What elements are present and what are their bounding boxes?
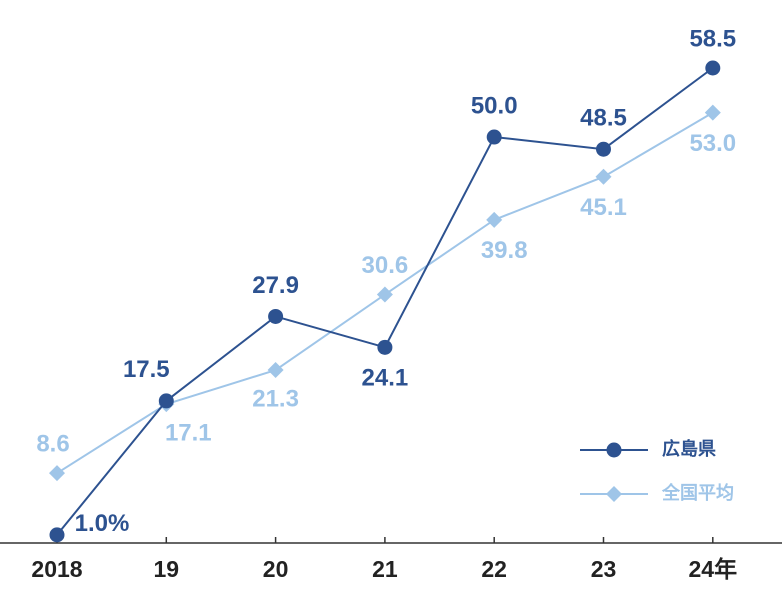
legend-label: 広島県 — [662, 438, 716, 459]
point — [595, 168, 612, 185]
data-label: 27.9 — [252, 272, 299, 299]
x-tick-label: 20 — [263, 556, 289, 582]
point — [376, 286, 393, 303]
data-label: 17.5 — [123, 356, 170, 383]
x-tick-label: 19 — [154, 556, 180, 582]
point — [267, 362, 284, 379]
legend-label: 全国平均 — [661, 482, 734, 503]
x-tick-label: 23 — [591, 556, 617, 582]
point — [377, 339, 393, 355]
point — [268, 308, 284, 324]
point — [486, 129, 502, 145]
x-tick-label: 24年 — [689, 556, 738, 582]
x-tick-label: 22 — [481, 556, 507, 582]
data-label: 24.1 — [362, 365, 409, 392]
data-label: 21.3 — [252, 385, 299, 412]
data-label: 8.6 — [36, 431, 69, 458]
point — [606, 442, 622, 458]
data-label: 1.0% — [75, 510, 130, 537]
point — [49, 465, 65, 482]
data-label: 53.0 — [689, 130, 736, 157]
point — [704, 104, 721, 121]
x-tick-label: 21 — [372, 556, 398, 582]
point — [606, 486, 622, 502]
x-tick-label: 2018 — [31, 556, 82, 582]
data-label: 45.1 — [580, 194, 627, 221]
point — [705, 60, 721, 76]
data-label: 39.8 — [481, 237, 528, 264]
data-label: 50.0 — [471, 92, 518, 119]
data-label: 58.5 — [689, 25, 736, 52]
point — [486, 211, 503, 228]
data-label: 48.5 — [580, 105, 627, 132]
point — [158, 393, 174, 409]
data-label: 17.1 — [165, 419, 212, 446]
data-label: 30.6 — [362, 252, 409, 279]
point — [49, 527, 65, 543]
point — [596, 141, 611, 157]
